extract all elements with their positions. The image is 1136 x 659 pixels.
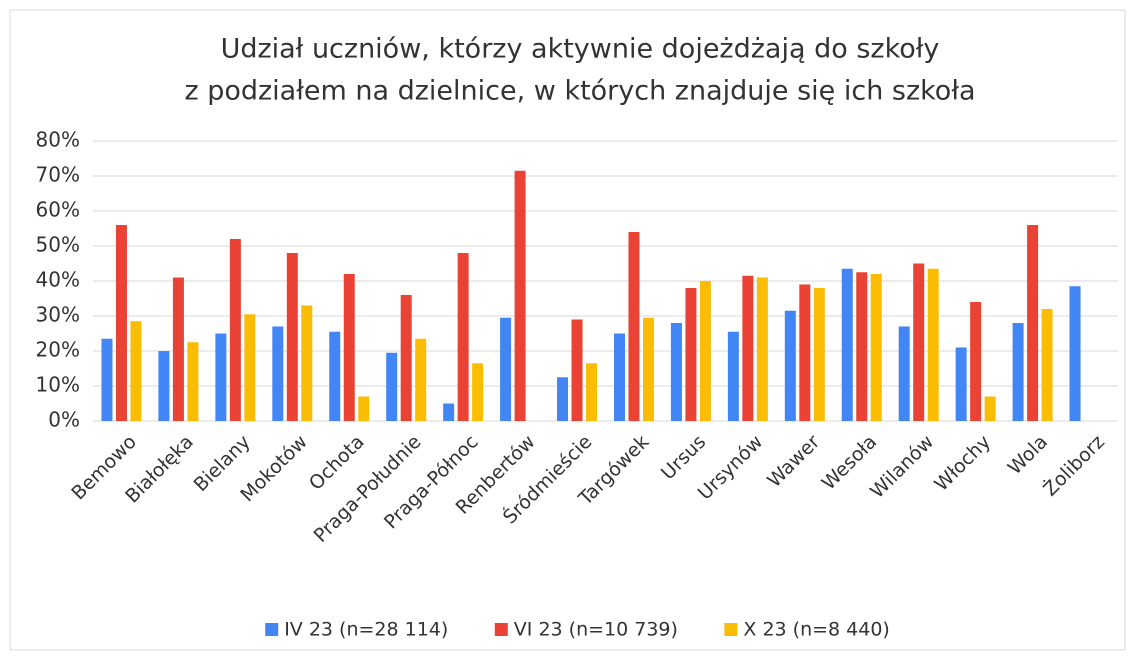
y-tick-label: 70% [36, 163, 80, 187]
y-tick-label: 10% [36, 373, 80, 397]
bar [101, 338, 113, 421]
bar [457, 253, 469, 421]
bar [571, 319, 583, 421]
bar [272, 326, 284, 421]
bar [400, 295, 412, 421]
bar [301, 305, 313, 421]
bar [1041, 309, 1053, 421]
bar [898, 326, 910, 421]
bar [1027, 225, 1039, 421]
bar [841, 268, 853, 421]
bar [343, 274, 355, 421]
bar [286, 253, 298, 421]
bar [514, 170, 526, 421]
bar [1012, 323, 1024, 421]
legend-swatch [724, 623, 738, 636]
bar [443, 403, 455, 421]
bar [670, 323, 682, 421]
bar [557, 377, 569, 421]
bar [756, 277, 768, 421]
bar [613, 333, 625, 421]
bar [472, 363, 484, 421]
bar [1069, 286, 1081, 421]
bar [870, 274, 882, 421]
bar [685, 288, 697, 421]
bar [955, 347, 967, 421]
bar [913, 263, 925, 421]
bar [115, 225, 127, 421]
chart-border [9, 9, 1126, 651]
bar [386, 352, 398, 421]
bar [742, 275, 754, 421]
y-tick-label: 80% [36, 128, 80, 152]
bar [329, 331, 341, 421]
bar [856, 272, 868, 421]
y-tick-label: 0% [48, 408, 80, 432]
bar [984, 396, 996, 421]
y-tick-label: 20% [36, 338, 80, 362]
bar [130, 321, 142, 421]
bar [586, 363, 598, 421]
bar [799, 284, 811, 421]
bar [970, 302, 982, 421]
legend-label: IV 23 (n=28 114) [284, 619, 448, 641]
legend-label: X 23 (n=8 440) [743, 619, 889, 641]
y-tick-label: 50% [36, 233, 80, 257]
bar [215, 333, 227, 421]
legend-swatch [265, 623, 279, 636]
bar [500, 317, 512, 421]
bar [244, 314, 256, 421]
y-tick-label: 40% [36, 268, 80, 292]
y-tick-label: 30% [36, 303, 80, 327]
y-tick-label: 60% [36, 198, 80, 222]
legend-swatch [494, 623, 508, 636]
chart-title: Udział uczniów, którzy aktywnie dojeżdża… [221, 34, 940, 65]
bar [642, 317, 654, 421]
bar [158, 351, 170, 421]
bar [784, 310, 796, 421]
bar [358, 396, 370, 421]
bar [727, 331, 739, 421]
bar [813, 288, 825, 421]
chart-title: z podziałem na dzielnice, w których znaj… [184, 76, 975, 107]
bar [229, 239, 241, 421]
bar [699, 281, 711, 421]
bar [187, 342, 199, 421]
bar [415, 338, 427, 421]
bar [927, 268, 939, 421]
bar [628, 232, 640, 421]
bar [172, 277, 184, 421]
legend-label: VI 23 (n=10 739) [514, 619, 678, 641]
